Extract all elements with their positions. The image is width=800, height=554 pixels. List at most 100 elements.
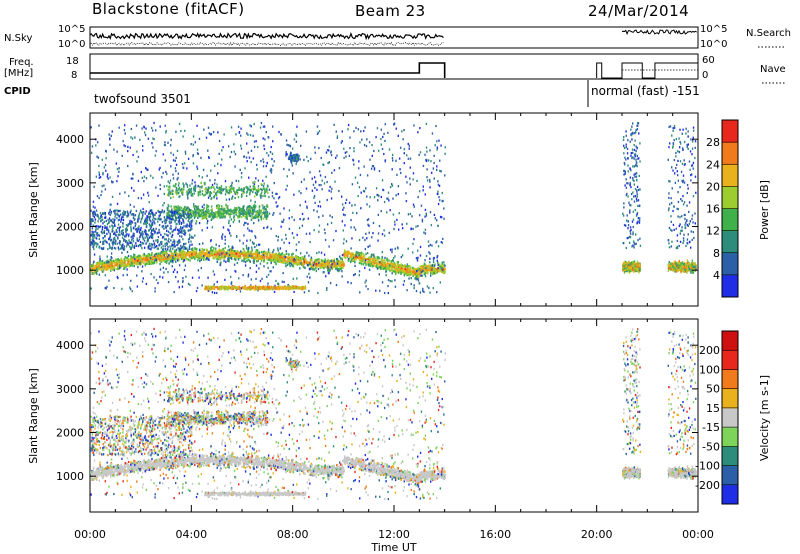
echo-cell bbox=[369, 196, 371, 199]
echo-cell bbox=[213, 182, 216, 185]
echo-cell bbox=[169, 249, 171, 252]
echo-cell bbox=[121, 261, 124, 265]
echo-cell bbox=[229, 275, 232, 278]
echo-cell bbox=[132, 177, 134, 180]
echo-cell bbox=[341, 203, 344, 206]
echo-cell bbox=[187, 258, 190, 261]
echo-cell bbox=[201, 284, 203, 287]
echo-cell bbox=[371, 154, 373, 157]
echo-cell bbox=[368, 268, 371, 271]
echo-cell bbox=[113, 148, 115, 151]
echo-cell bbox=[184, 150, 187, 153]
echo-cell bbox=[249, 267, 251, 270]
echo-cell bbox=[259, 126, 262, 129]
echo-cell bbox=[358, 255, 360, 259]
echo-cell bbox=[389, 248, 392, 251]
echo-cell bbox=[374, 258, 377, 261]
echo-cell bbox=[172, 173, 174, 176]
echo-cell bbox=[136, 160, 138, 163]
echo-cell bbox=[159, 166, 161, 170]
date-title: 24/Mar/2014 bbox=[588, 2, 690, 20]
echo-cell bbox=[102, 267, 104, 270]
echo-cell bbox=[310, 266, 313, 270]
echo-cell bbox=[437, 245, 440, 248]
echo-cell bbox=[140, 197, 143, 200]
echo-cell bbox=[145, 282, 148, 286]
echo-cell bbox=[387, 292, 390, 295]
echo-cell bbox=[368, 264, 370, 267]
echo-cell bbox=[437, 202, 440, 206]
echo-cell bbox=[275, 255, 277, 258]
echo-cell bbox=[105, 265, 108, 269]
echo-cell bbox=[225, 268, 227, 272]
echo-cell bbox=[252, 256, 254, 259]
echo-cell bbox=[341, 258, 343, 261]
echo-cell bbox=[341, 275, 343, 278]
echo-cell bbox=[133, 264, 135, 268]
echo-cell bbox=[253, 252, 255, 255]
echo-cell bbox=[302, 261, 304, 265]
echo-cell bbox=[94, 267, 97, 270]
echo-cell bbox=[360, 251, 363, 254]
echo-cell bbox=[282, 271, 284, 275]
echo-cell bbox=[115, 258, 117, 262]
echo-cell bbox=[349, 255, 352, 258]
echo-cell bbox=[187, 282, 190, 285]
echo-cell bbox=[428, 264, 430, 267]
echo-cell bbox=[303, 258, 305, 261]
freq-trace-late bbox=[596, 62, 698, 79]
echo-cell bbox=[360, 130, 362, 133]
echo-cell bbox=[92, 267, 94, 270]
echo-cell bbox=[165, 131, 167, 134]
echo-cell bbox=[364, 266, 366, 269]
echo-cell bbox=[418, 270, 420, 273]
echo-cell bbox=[267, 253, 269, 257]
echo-cell bbox=[381, 267, 383, 270]
power-echo-layer bbox=[90, 121, 697, 295]
echo-cell bbox=[182, 256, 184, 259]
echo-cell bbox=[216, 280, 218, 283]
echo-cell bbox=[217, 172, 219, 175]
echo-cell bbox=[410, 268, 412, 271]
echo-cell bbox=[162, 153, 165, 156]
echo-cell bbox=[399, 168, 401, 171]
echo-cell bbox=[212, 130, 215, 134]
station-title: Blackstone (fitACF) bbox=[92, 0, 245, 18]
echo-cell bbox=[162, 276, 164, 279]
echo-cell bbox=[362, 252, 364, 256]
echo-cell bbox=[296, 277, 298, 280]
echo-cell bbox=[109, 208, 111, 211]
echo-cell bbox=[285, 188, 287, 191]
echo-cell bbox=[315, 269, 318, 273]
echo-cell bbox=[422, 164, 425, 168]
echo-cell bbox=[288, 258, 290, 261]
echo-cell bbox=[126, 250, 129, 254]
echo-cell bbox=[388, 148, 391, 151]
echo-cell bbox=[344, 253, 347, 256]
echo-cell bbox=[234, 153, 237, 156]
echo-cell bbox=[141, 270, 143, 273]
echo-cell bbox=[150, 253, 153, 257]
echo-cell bbox=[313, 209, 315, 212]
echo-cell bbox=[390, 260, 393, 263]
echo-cell bbox=[164, 232, 166, 236]
echo-cell bbox=[355, 257, 357, 260]
echo-cell bbox=[282, 260, 285, 263]
echo-cell bbox=[299, 257, 302, 260]
echo-cell bbox=[191, 248, 194, 251]
echo-cell bbox=[206, 258, 208, 261]
echo-cell bbox=[330, 221, 333, 224]
echo-cell bbox=[153, 138, 155, 141]
echo-cell bbox=[410, 272, 412, 275]
echo-cell bbox=[163, 185, 166, 188]
echo-cell bbox=[339, 268, 341, 271]
echo-cell bbox=[235, 270, 237, 273]
echo-cell bbox=[347, 281, 349, 284]
echo-cell bbox=[222, 247, 224, 251]
echo-cell bbox=[152, 262, 155, 265]
nave-tick-bottom: 0 bbox=[702, 70, 709, 81]
echo-cell bbox=[271, 253, 274, 256]
echo-cell bbox=[196, 247, 198, 251]
echo-cell bbox=[421, 266, 423, 270]
